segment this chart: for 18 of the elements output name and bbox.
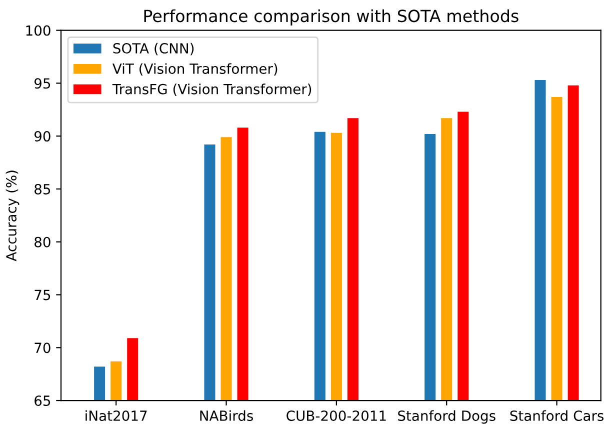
y-tick-label: 75 <box>34 290 50 300</box>
y-tick-label: 100 <box>26 25 50 36</box>
y-tick-label: 65 <box>34 395 50 406</box>
x-tick-label: NABirds <box>200 410 253 421</box>
x-tick-label: iNat2017 <box>86 410 147 421</box>
y-tick-label: 85 <box>34 184 50 194</box>
x-tick-label: CUB-200-2011 <box>286 410 386 421</box>
y-axis-title: Accuracy (%) <box>6 170 20 262</box>
legend-label: SOTA (CNN) <box>113 42 194 56</box>
legend-label: ViT (Vision Transformer) <box>112 63 278 76</box>
y-tick-label: 90 <box>34 131 50 142</box>
legend-label: TransFG (Vision Transformer) <box>112 84 312 96</box>
y-tick-label: 95 <box>34 78 50 89</box>
x-tick-label: Stanford Dogs <box>398 410 496 424</box>
chart-title: Performance comparison with SOTA methods <box>144 9 518 26</box>
y-tick-label: 70 <box>34 342 50 354</box>
x-tick-label: Stanford Cars <box>510 410 604 421</box>
y-tick-label: 80 <box>34 236 50 248</box>
